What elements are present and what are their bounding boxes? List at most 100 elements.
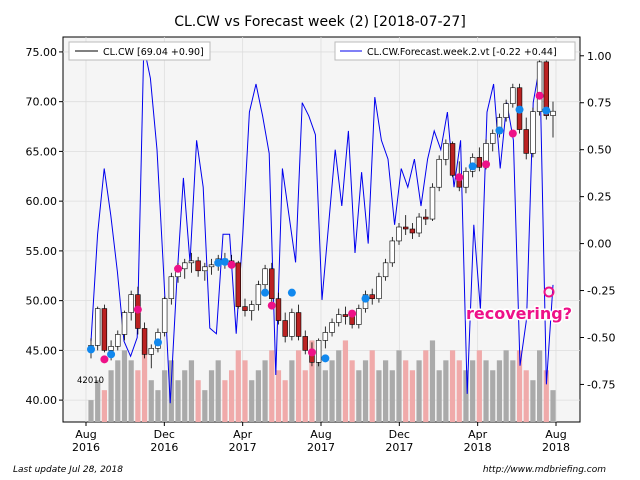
- volume-bar: [516, 350, 523, 422]
- sell-marker: [174, 264, 183, 273]
- y-left-tick-label: 65.00: [26, 145, 58, 158]
- volume-bar: [242, 360, 248, 422]
- candle-body: [275, 298, 282, 321]
- candle-body: [168, 276, 175, 299]
- volume-bar: [322, 370, 328, 422]
- x-tick-label: Aug 2016: [72, 428, 100, 454]
- candle-body: [550, 110, 556, 116]
- volume-bar: [429, 340, 436, 422]
- candle-body: [402, 226, 409, 230]
- volume-bar: [336, 350, 342, 422]
- buy-marker: [87, 345, 95, 354]
- recovering-annotation: recovering?: [465, 286, 574, 325]
- forecast-layer: [90, 46, 554, 404]
- buy-marker: [214, 258, 223, 267]
- candle-body: [115, 334, 121, 347]
- volume-bar: [523, 370, 529, 422]
- chart-title: CL.CW vs Forecast week (2) [2018-07-27]: [174, 14, 466, 30]
- x-tick-label: Apr 2018: [464, 428, 492, 454]
- candle-body: [342, 314, 349, 317]
- volume-bar: [342, 340, 349, 422]
- candle-body: [302, 336, 308, 351]
- candle-body: [349, 316, 355, 325]
- candle-body: [329, 322, 335, 333]
- buy-marker: [287, 288, 296, 297]
- buy-marker: [261, 288, 270, 297]
- volume-bar: [476, 350, 482, 422]
- volume-bar: [436, 370, 442, 422]
- volume-bar: [302, 370, 308, 422]
- x-tick-label: Aug 2017: [307, 428, 335, 454]
- candle-body: [369, 294, 375, 299]
- sell-marker: [455, 173, 464, 182]
- volume-bar: [409, 370, 415, 422]
- candle-body: [322, 332, 329, 341]
- sell-marker: [267, 301, 276, 310]
- volume-bar: [249, 380, 255, 422]
- candle-body: [101, 308, 108, 351]
- y-right-tick-label: -0.50: [587, 331, 615, 344]
- volume-bar: [349, 360, 355, 422]
- candle-body: [248, 304, 255, 311]
- volume-bar: [423, 350, 429, 422]
- legend-price-label: CL.CW [69.04 +0.90]: [103, 47, 204, 58]
- volume-bar: [456, 360, 462, 422]
- volume-bar: [483, 360, 489, 422]
- sell-marker: [508, 129, 517, 138]
- volume-bar: [503, 350, 509, 422]
- candle-body: [182, 262, 188, 270]
- candle-body: [429, 186, 436, 220]
- sell-marker: [100, 355, 109, 364]
- buy-marker: [515, 105, 524, 114]
- volume-bar: [490, 370, 496, 422]
- volume-bar: [182, 370, 188, 422]
- candle-body: [463, 171, 469, 188]
- y-right-tick-label: 0.75: [587, 97, 612, 110]
- volume-bar: [128, 360, 134, 422]
- x-tick-label: Apr 2017: [229, 428, 257, 454]
- volume-bar: [316, 360, 322, 422]
- volume-bar: [88, 400, 94, 422]
- volume-bar: [369, 350, 375, 422]
- volume-bar: [222, 380, 228, 422]
- candle-body: [389, 240, 396, 264]
- volume-bar: [208, 370, 215, 422]
- candle-body: [195, 260, 201, 272]
- volume-bar: [269, 350, 275, 422]
- marker-layer: [87, 91, 551, 364]
- buy-marker: [220, 257, 229, 266]
- volume-bar: [148, 380, 154, 422]
- volume-bar: [135, 370, 141, 422]
- sell-marker: [307, 348, 316, 357]
- volume-bar: [275, 370, 282, 422]
- candle-body: [449, 143, 456, 176]
- candle-body: [436, 159, 442, 188]
- y-right-tick-label: 0.50: [587, 144, 612, 157]
- buy-marker: [107, 350, 116, 359]
- candle-body: [382, 262, 389, 278]
- volume-bar: [101, 390, 107, 422]
- candle-body: [536, 61, 543, 112]
- sell-marker: [133, 305, 142, 314]
- candle-body: [476, 157, 483, 168]
- candle-body: [409, 228, 416, 234]
- volume-bar: [537, 350, 543, 422]
- candle-body: [255, 284, 262, 305]
- volume-bar: [389, 370, 395, 422]
- legend-forecast: CL.CW.Forecast.week.2.vt [-0.22 +0.44]: [334, 41, 576, 61]
- volume-bar: [403, 360, 409, 422]
- x-tick-label: Aug 2018: [542, 428, 570, 454]
- candle-body: [356, 308, 362, 325]
- sell-marker: [482, 160, 491, 169]
- y-left-tick-label: 55.00: [26, 245, 58, 258]
- annotation-text: recovering?: [466, 304, 572, 323]
- y-right-tick-label: 0.00: [587, 238, 612, 251]
- volume-bar: [449, 350, 456, 422]
- y-left-tick-label: 40.00: [26, 394, 58, 407]
- volume-bar: [202, 390, 208, 422]
- volume-bar: [510, 360, 516, 422]
- volume-bar: [155, 390, 161, 422]
- volume-bar: [195, 380, 201, 422]
- candle-body: [161, 298, 168, 333]
- candle-body: [188, 260, 195, 264]
